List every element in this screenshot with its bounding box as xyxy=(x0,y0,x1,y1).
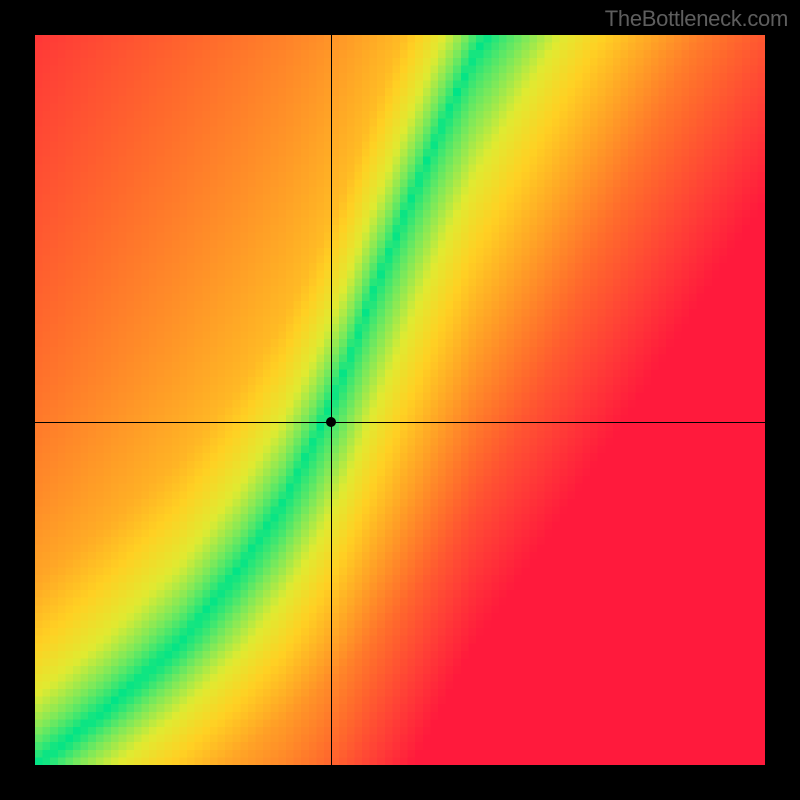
heatmap-canvas xyxy=(35,35,765,765)
chart-container: TheBottleneck.com xyxy=(0,0,800,800)
heatmap-plot xyxy=(35,35,765,765)
watermark-text: TheBottleneck.com xyxy=(605,6,788,32)
